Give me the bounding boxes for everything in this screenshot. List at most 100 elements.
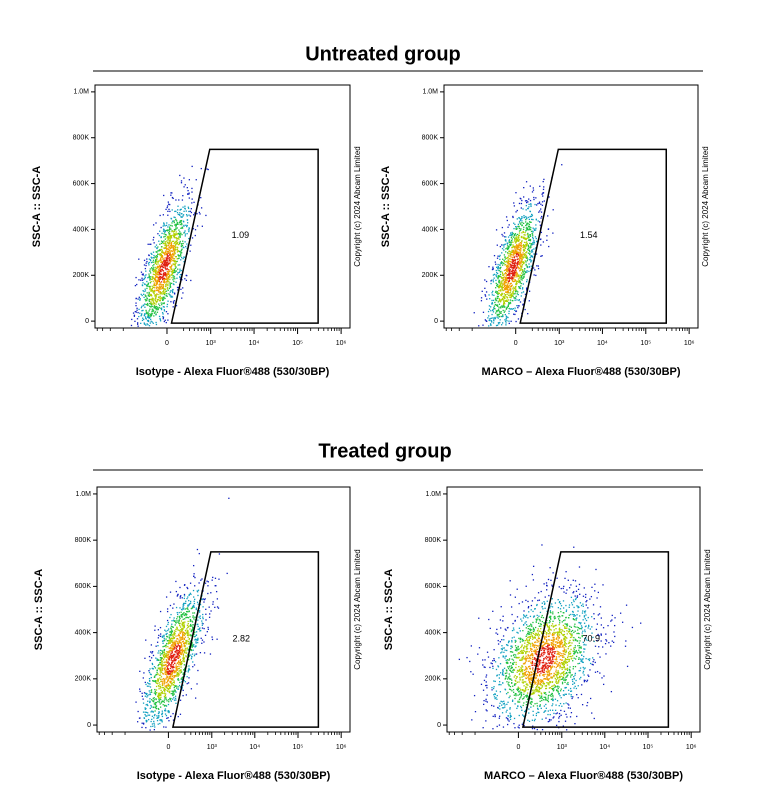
event-dot: [148, 285, 150, 288]
event-dot: [554, 673, 556, 676]
event-dot: [148, 693, 150, 696]
event-dot: [170, 671, 172, 673]
event-dot: [158, 303, 160, 305]
event-dot: [166, 236, 169, 238]
event-dot: [153, 305, 156, 307]
event-dot: [176, 273, 178, 276]
event-dot: [533, 253, 535, 255]
event-dot: [180, 651, 182, 654]
event-dot: [518, 286, 520, 288]
event-dot: [148, 670, 150, 672]
event-dot: [180, 629, 182, 631]
event-dot: [182, 607, 184, 609]
event-dot: [139, 670, 141, 672]
event-dot: [178, 656, 180, 658]
event-dot: [171, 296, 174, 298]
event-dot: [169, 270, 171, 273]
event-dot: [516, 253, 518, 256]
event-dot: [147, 714, 149, 716]
event-dot: [173, 699, 176, 701]
event-dot: [519, 259, 521, 262]
event-dot: [163, 247, 165, 249]
event-dot: [183, 607, 185, 609]
event-dot: [522, 228, 525, 231]
event-dot: [516, 264, 519, 266]
event-dot: [510, 270, 513, 273]
event-dot: [188, 603, 190, 606]
event-dot: [506, 290, 509, 293]
event-dot: [158, 279, 160, 281]
event-dot: [172, 230, 174, 232]
event-dot: [178, 665, 180, 667]
event-dot: [172, 664, 175, 666]
event-dot: [157, 701, 159, 703]
event-dot: [522, 291, 525, 293]
event-dot: [520, 268, 522, 271]
event-dot: [509, 264, 512, 266]
event-dot: [157, 253, 159, 255]
event-dot: [165, 686, 167, 688]
event-dot: [530, 205, 532, 208]
event-dot: [513, 205, 516, 207]
event-dot: [525, 201, 528, 204]
event-dot: [171, 649, 173, 651]
event-dot: [167, 252, 169, 254]
event-dot: [495, 274, 497, 276]
event-dot: [184, 621, 186, 623]
event-dot: [525, 657, 527, 659]
event-dot: [179, 630, 181, 632]
event-dot: [145, 274, 147, 276]
event-dot: [160, 240, 163, 242]
event-dot: [153, 291, 155, 293]
event-dot: [172, 660, 174, 662]
event-dot: [166, 257, 168, 259]
event-dot: [521, 235, 523, 238]
event-dot: [186, 628, 188, 630]
event-dot: [500, 290, 502, 292]
event-dot: [167, 685, 170, 687]
event-dot: [503, 246, 505, 248]
event-dot: [161, 287, 163, 290]
event-dot: [170, 194, 172, 196]
event-dot: [500, 299, 502, 301]
event-dot: [139, 298, 141, 300]
event-dot: [530, 245, 532, 247]
event-dot: [153, 676, 156, 679]
event-dot: [179, 681, 181, 684]
event-dot: [186, 222, 189, 224]
event-dot: [154, 625, 156, 627]
event-dot: [173, 675, 175, 677]
event-dot: [171, 661, 174, 663]
event-dot: [176, 251, 179, 253]
event-dot: [525, 254, 527, 256]
event-dot: [183, 186, 185, 188]
event-dot: [516, 218, 518, 220]
event-dot: [170, 662, 173, 664]
event-dot: [578, 606, 580, 608]
event-dot: [509, 252, 511, 255]
event-dot: [131, 318, 133, 321]
event-dot: [190, 211, 193, 214]
event-dot: [536, 702, 538, 705]
event-dot: [194, 585, 196, 587]
event-dot: [506, 270, 508, 272]
event-dot: [148, 682, 150, 685]
event-dot: [205, 619, 207, 621]
event-dot: [143, 672, 145, 674]
event-dot: [150, 657, 153, 659]
event-dot: [529, 629, 532, 632]
event-dot: [156, 669, 158, 672]
event-dot: [162, 654, 164, 656]
event-dot: [150, 673, 152, 676]
event-dot: [525, 681, 527, 683]
event-dot: [528, 677, 530, 679]
event-dot: [154, 706, 156, 708]
event-dot: [154, 271, 156, 273]
event-dot: [563, 639, 565, 641]
event-dot: [543, 601, 545, 603]
event-dot: [170, 656, 172, 659]
event-dot: [573, 676, 575, 678]
event-dot: [145, 324, 147, 326]
event-dot: [149, 305, 151, 307]
event-dot: [517, 726, 519, 728]
